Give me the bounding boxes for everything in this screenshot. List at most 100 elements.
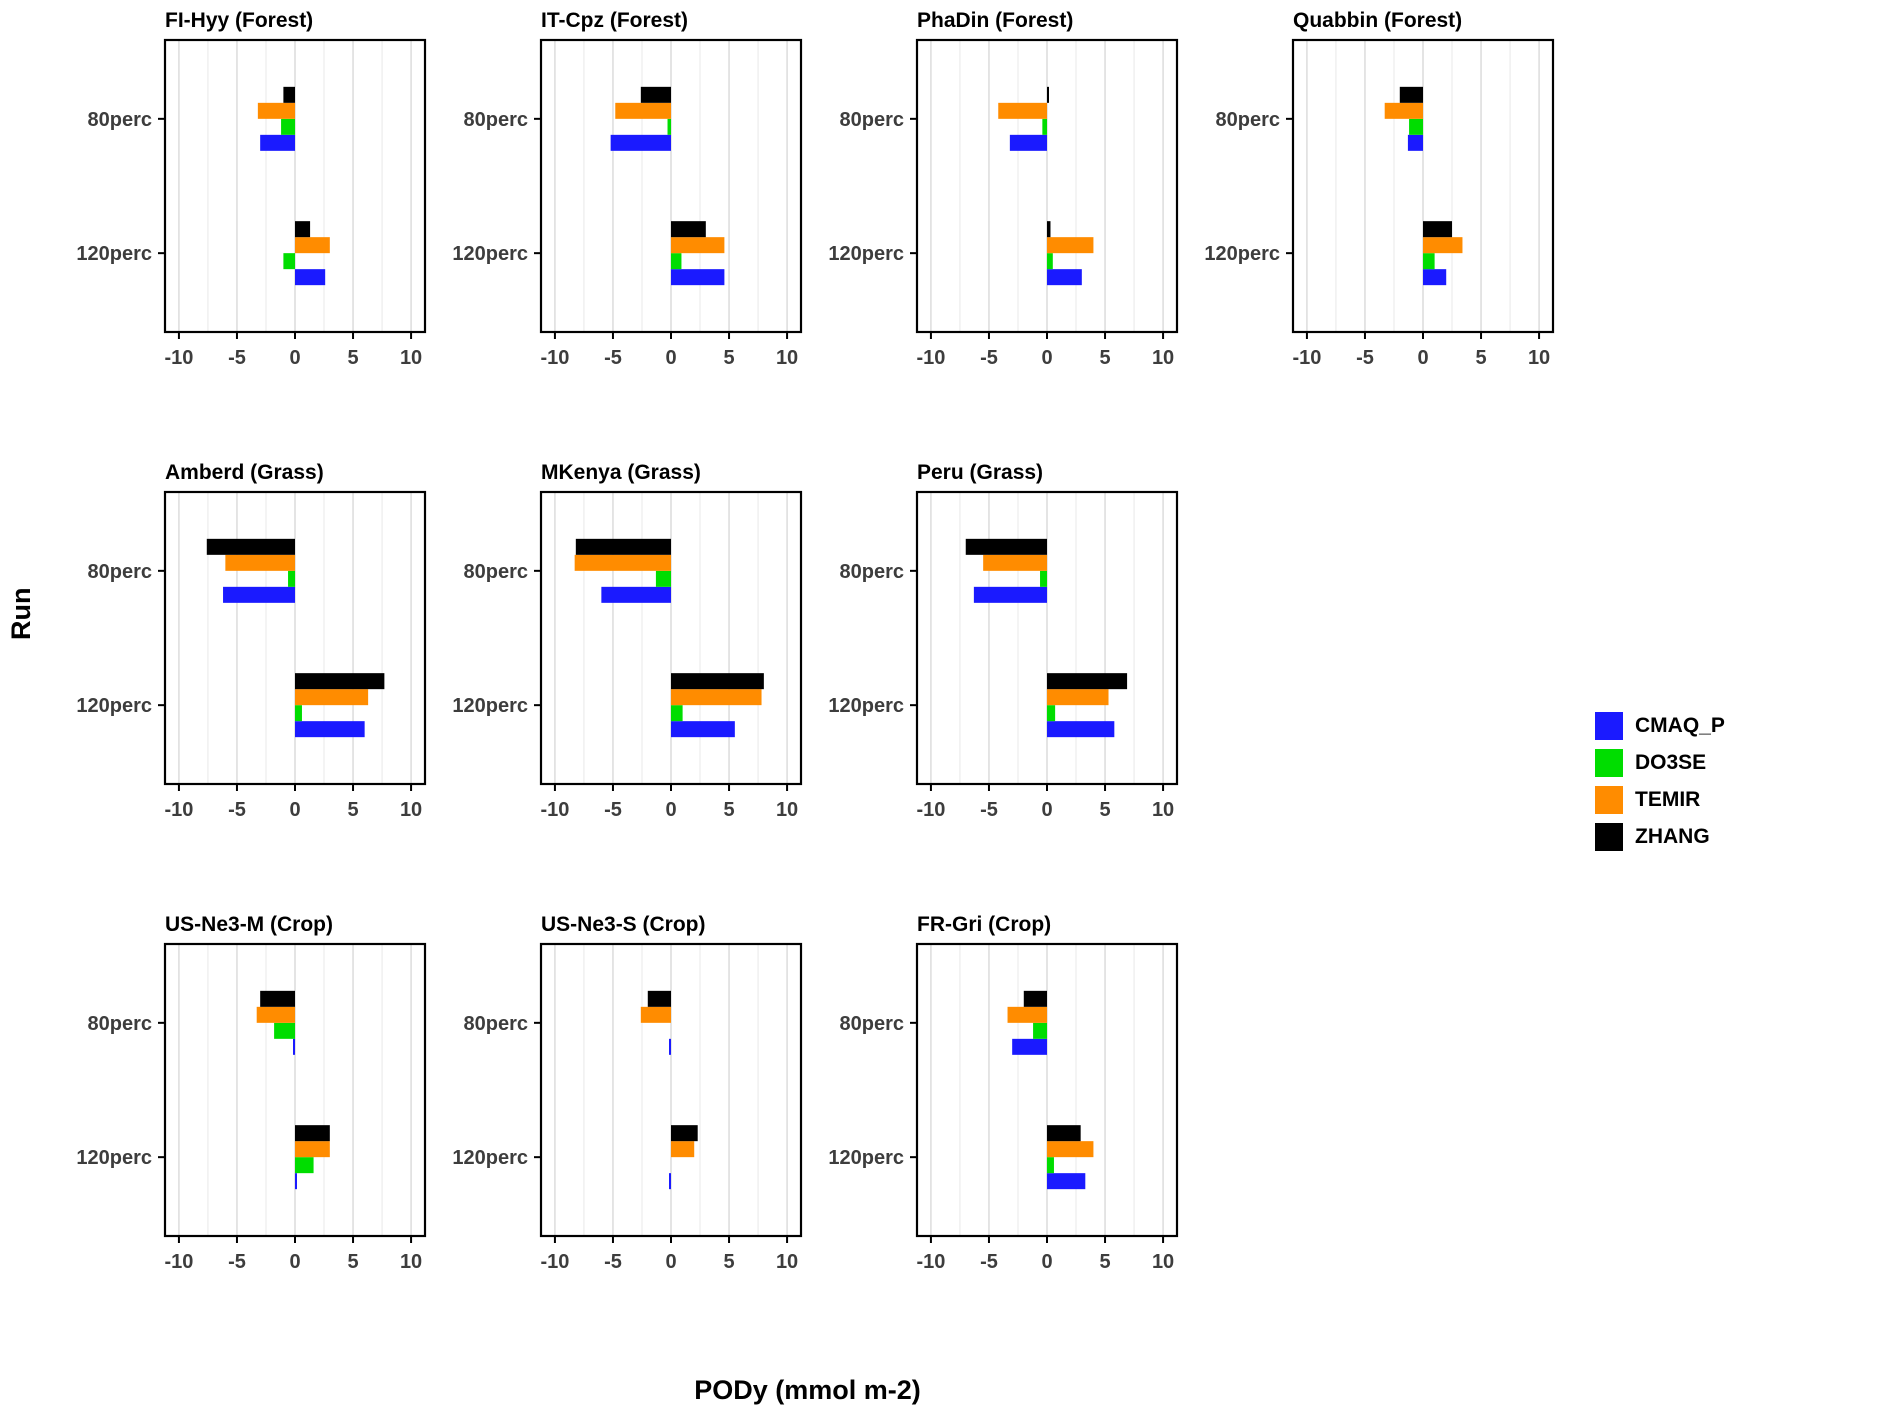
facet-panel-it-cpz: IT-Cpz (Forest) -10 -5 0 5 10 80perc 120perc [431, 8, 807, 376]
bar-do3se [295, 1157, 314, 1174]
x-tick-label: -5 [980, 799, 998, 821]
bar-cmaq_p [1047, 1173, 1086, 1190]
bar-cmaq_p [295, 721, 365, 738]
x-tick-label: -10 [916, 799, 945, 821]
panel-title: PhaDin (Forest) [917, 9, 1074, 32]
panel-title: Quabbin (Forest) [1293, 9, 1463, 32]
bar-cmaq_p [610, 134, 671, 151]
panel-title: MKenya (Grass) [541, 461, 701, 484]
y-tick-label: 120perc [76, 1147, 152, 1169]
facet-panel-fi-hyy: FI-Hyy (Forest) -10 -5 0 5 10 80perc 120perc [55, 8, 431, 376]
bar-temir [615, 102, 671, 119]
bar-temir [295, 237, 330, 254]
bar-do3se [1033, 1022, 1047, 1039]
y-tick-label: 80perc [88, 561, 153, 583]
bar-do3se [671, 253, 682, 270]
bar-cmaq_p [260, 134, 295, 151]
y-tick-label: 120perc [76, 243, 152, 265]
facet-cell-empty [1183, 460, 1559, 912]
bar-zhang [295, 1125, 330, 1142]
bar-cmaq_p [669, 1038, 671, 1055]
bar-temir [671, 689, 762, 706]
y-tick-label: 80perc [840, 1013, 905, 1035]
bar-chart-it-cpz: -10 -5 0 5 10 80perc 120perc [452, 38, 803, 369]
facet-cell: Peru (Grass) -10 -5 0 5 10 80perc 120perc [807, 460, 1183, 912]
x-tick-label: 0 [1417, 347, 1428, 369]
bar-temir [257, 102, 295, 119]
x-tick-label: 5 [347, 799, 358, 821]
x-tick-label: 10 [400, 1251, 422, 1273]
bar-cmaq_p [601, 586, 671, 603]
bar-chart-us-ne3-s: -10 -5 0 5 10 80perc 120perc [452, 942, 803, 1273]
x-tick-label: -5 [604, 799, 622, 821]
x-tick-label: 0 [665, 347, 676, 369]
y-tick-label: 80perc [464, 109, 529, 131]
x-axis-title: PODy (mmol m-2) [694, 1375, 921, 1405]
x-tick-label: 5 [723, 1251, 734, 1273]
y-tick-label: 120perc [76, 695, 152, 717]
bar-cmaq_p [973, 586, 1047, 603]
x-tick-label: 5 [1099, 347, 1110, 369]
x-tick-label: -10 [1292, 347, 1321, 369]
y-tick-label: 120perc [452, 243, 528, 265]
bar-zhang [647, 990, 671, 1007]
bar-do3se [1409, 118, 1423, 135]
x-tick-label: 0 [289, 347, 300, 369]
x-tick-label: -10 [164, 1251, 193, 1273]
bar-do3se [283, 253, 295, 270]
bar-chart-fr-gri: -10 -5 0 5 10 80perc 120perc [828, 942, 1179, 1273]
facet-cell: US-Ne3-M (Crop) -10 -5 0 5 10 80perc 120perc [55, 912, 431, 1364]
facet-panel-fr-gri: FR-Gri (Crop) -10 -5 0 5 10 80perc 120perc [807, 912, 1183, 1280]
x-tick-label: 5 [347, 1251, 358, 1273]
panel-title: Peru (Grass) [917, 461, 1044, 484]
facet-panel-mkenya: MKenya (Grass) -10 -5 0 5 10 80perc 120perc [431, 460, 807, 828]
legend-item: CMAQ_P [1595, 712, 1725, 740]
bar-chart-quabbin: -10 -5 0 5 10 80perc 120perc [1204, 38, 1555, 369]
bar-do3se [671, 705, 683, 722]
y-tick-label: 80perc [88, 1013, 153, 1035]
bar-do3se [1042, 118, 1047, 135]
bar-do3se [1047, 1157, 1054, 1174]
bar-do3se [1047, 253, 1053, 270]
facet-panel-us-ne3-m: US-Ne3-M (Crop) -10 -5 0 5 10 80perc 120perc [55, 912, 431, 1280]
bar-temir [1384, 102, 1423, 119]
bar-zhang [1047, 221, 1051, 238]
bar-zhang [260, 990, 295, 1007]
bar-zhang [1023, 990, 1047, 1007]
bar-do3se [295, 705, 302, 722]
legend-item: DO3SE [1595, 749, 1725, 777]
x-tick-label: 5 [1475, 347, 1486, 369]
bar-cmaq_p [1047, 269, 1082, 286]
x-tick-label: -10 [164, 347, 193, 369]
bar-chart-peru: -10 -5 0 5 10 80perc 120perc [828, 490, 1179, 821]
legend-item: TEMIR [1595, 786, 1725, 814]
bar-zhang [575, 538, 671, 555]
x-tick-label: -5 [604, 1251, 622, 1273]
x-tick-label: 0 [1041, 799, 1052, 821]
bar-cmaq_p [295, 269, 326, 286]
x-tick-label: 5 [1099, 1251, 1110, 1273]
facet-cell: FI-Hyy (Forest) -10 -5 0 5 10 80perc 120perc [55, 8, 431, 460]
bar-do3se [1047, 705, 1056, 722]
x-tick-label: 10 [1152, 799, 1174, 821]
bar-do3se [1040, 570, 1047, 587]
bar-chart-amberd: -10 -5 0 5 10 80perc 120perc [76, 490, 427, 821]
bar-cmaq_p [671, 721, 735, 738]
bar-temir [983, 554, 1047, 571]
facet-panel-phadin: PhaDin (Forest) -10 -5 0 5 10 80perc 120perc [807, 8, 1183, 376]
y-tick-label: 120perc [828, 243, 904, 265]
panel-title: Amberd (Grass) [165, 461, 324, 484]
bar-do3se [281, 118, 295, 135]
facet-grid: FI-Hyy (Forest) -10 -5 0 5 10 80perc 120perc I… [55, 8, 1560, 1364]
panel-title: US-Ne3-M (Crop) [165, 913, 333, 936]
bar-cmaq_p [1047, 721, 1115, 738]
x-tick-label: 10 [776, 799, 798, 821]
bar-do3se [288, 570, 295, 587]
bar-temir [1047, 1141, 1094, 1158]
x-tick-label: 0 [289, 1251, 300, 1273]
x-tick-label: -10 [164, 799, 193, 821]
x-tick-label: 10 [1152, 1251, 1174, 1273]
legend-label: TEMIR [1635, 788, 1701, 811]
panel-title: FI-Hyy (Forest) [165, 9, 314, 32]
bar-zhang [671, 221, 706, 238]
